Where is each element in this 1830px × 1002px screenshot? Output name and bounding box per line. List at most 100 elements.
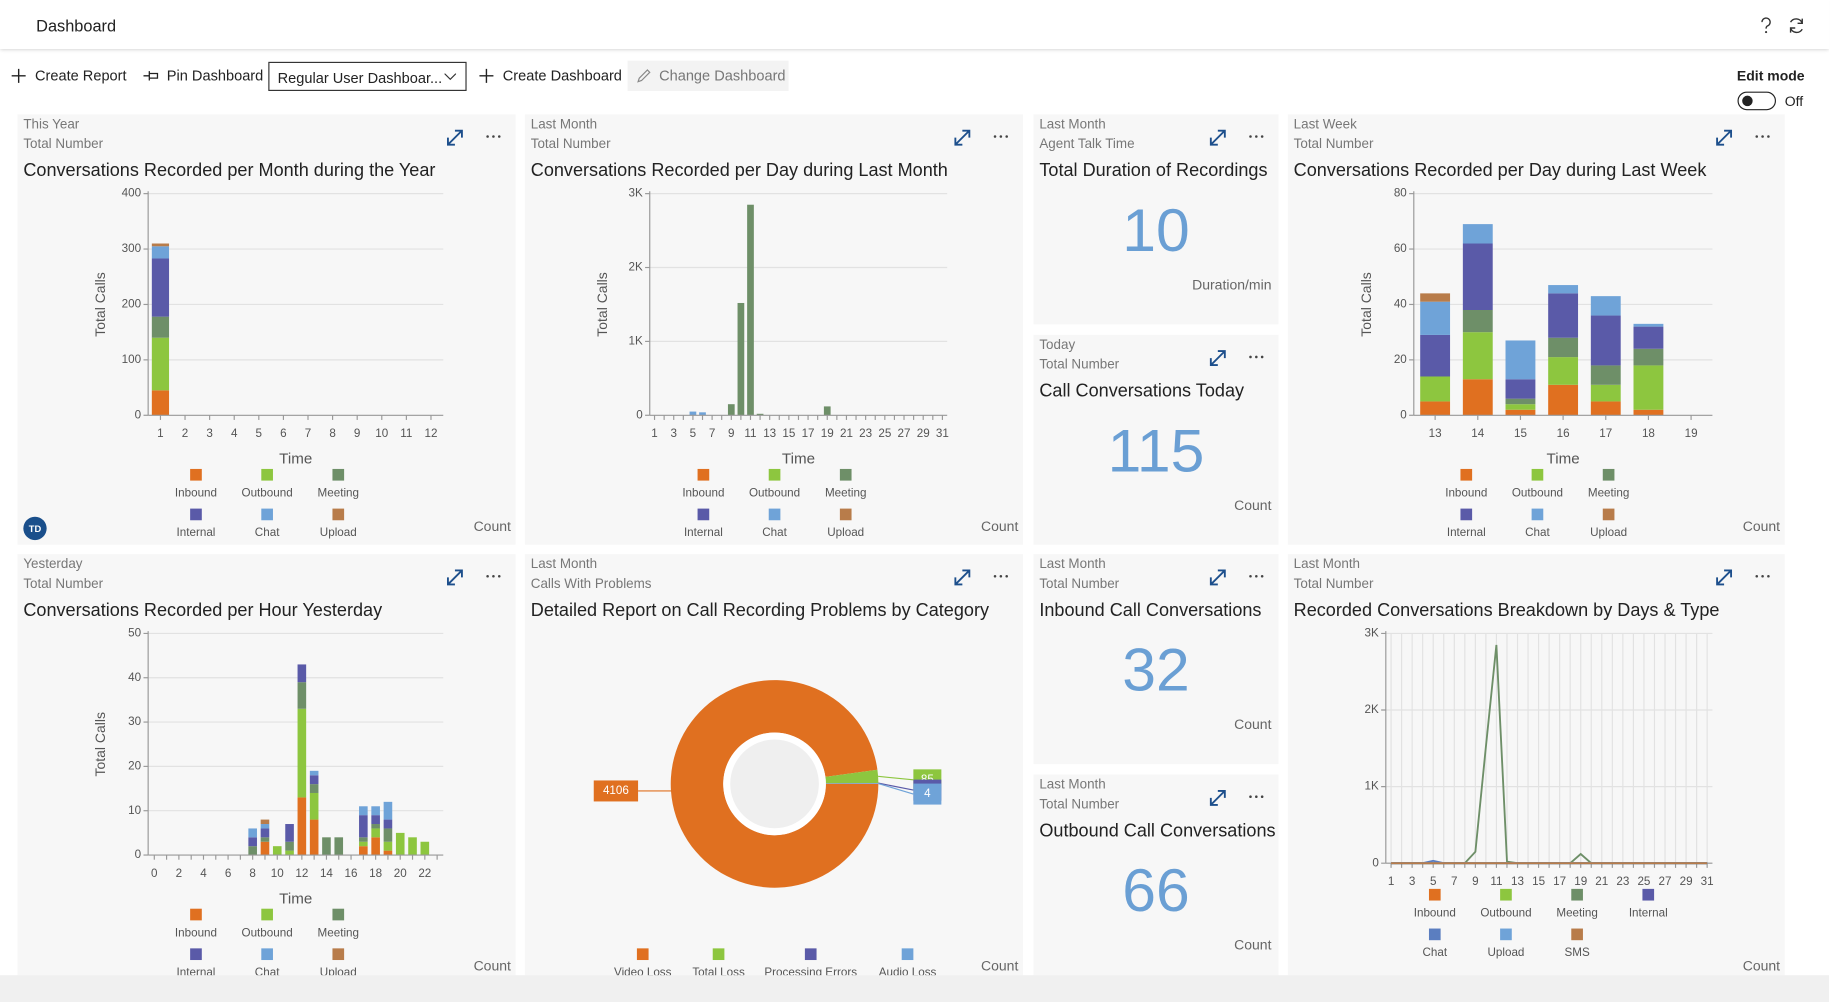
dashboard-select[interactable]: Regular User Dashboar... — [268, 61, 467, 91]
change-dashboard-button[interactable]: Change Dashboard — [659, 67, 786, 84]
legend-swatch — [1602, 468, 1615, 481]
more-icon-dot — [1767, 574, 1770, 578]
expand-icon[interactable] — [1209, 129, 1226, 146]
x-tick-label: 12 — [424, 427, 437, 440]
bar-segment — [359, 846, 368, 856]
bar-segment — [260, 841, 270, 856]
bar-segment — [371, 806, 380, 816]
more-icon-dot — [1249, 574, 1252, 578]
legend-label: Internal — [177, 526, 216, 539]
bar-segment — [747, 204, 754, 416]
tile-footer: Count — [1742, 517, 1781, 535]
more-icon-dot — [486, 574, 489, 578]
y-tick-label: 40 — [1394, 298, 1407, 311]
x-tick-label: 0 — [151, 867, 158, 880]
y-tick-label: 30 — [128, 715, 141, 728]
kpi-value: 32 — [1122, 636, 1190, 705]
x-tick-label: 17 — [802, 427, 815, 440]
x-axis-label: Time — [279, 890, 312, 907]
y-axis-label: Total Calls — [1358, 272, 1374, 337]
x-tick-label: 13 — [1429, 427, 1442, 440]
expand-icon[interactable] — [1209, 350, 1226, 367]
expand-icon[interactable] — [447, 129, 463, 146]
tile-period: Last Week — [1293, 117, 1357, 132]
expand-icon[interactable] — [1716, 569, 1733, 586]
tile-period: Last Month — [530, 117, 598, 132]
tile-period: Last Month — [1039, 117, 1106, 132]
legend-label: Outbound — [1512, 487, 1563, 500]
x-tick-label: 10 — [271, 867, 284, 880]
bar-segment — [151, 390, 170, 416]
tile-period: Last Month — [1039, 557, 1106, 572]
x-tick-label: 27 — [898, 427, 911, 440]
x-tick-label: 15 — [1532, 875, 1545, 888]
y-tick-label: 3K — [628, 187, 642, 200]
more-icon-dot — [993, 135, 997, 138]
bar-segment — [1505, 404, 1536, 410]
x-tick-label: 23 — [1616, 875, 1629, 888]
donut-hole — [730, 739, 819, 829]
legend-swatch — [190, 468, 202, 481]
bar-segment — [248, 837, 257, 847]
donut-slice — [825, 783, 879, 784]
y-tick-label: 20 — [128, 759, 141, 772]
bar-segment — [285, 824, 294, 842]
expand-icon[interactable] — [954, 569, 971, 586]
x-tick-label: 27 — [1659, 875, 1672, 888]
x-tick-label: 11 — [400, 427, 412, 440]
x-tick-label: 9 — [1472, 875, 1478, 888]
tile-footer: Count — [473, 517, 511, 535]
x-tick-label: 19 — [1574, 875, 1587, 888]
tile: 0 1K 2K 3K 1 3 5 7 9 11 13 15 17 19 21 23 25 27 29 31 Inboun… — [524, 114, 1024, 545]
y-axis-label: Total Calls — [92, 712, 108, 777]
header: Dashboard — [0, 0, 1830, 49]
tile-canvas — [1209, 569, 1264, 586]
expand-icon[interactable] — [1209, 789, 1226, 806]
legend-swatch — [697, 508, 710, 521]
x-tick-label: 12 — [295, 867, 308, 880]
expand-icon[interactable] — [1209, 569, 1226, 586]
legend-label: Meeting — [1588, 487, 1629, 500]
legend-label: SMS — [1564, 946, 1589, 959]
more-icon-dot — [1255, 574, 1258, 578]
legend-swatch — [332, 508, 345, 521]
y-tick-label: 50 — [128, 626, 141, 639]
bar-segment — [285, 850, 294, 856]
bar-segment — [383, 819, 393, 829]
legend-label: Meeting — [318, 926, 359, 939]
bar-segment — [248, 828, 257, 838]
bar-segment — [1462, 332, 1493, 380]
pin-dashboard-button[interactable]: Pin Dashboard — [166, 67, 264, 84]
expand-icon[interactable] — [447, 569, 463, 586]
y-tick-label: 0 — [1400, 408, 1407, 421]
bar-segment — [699, 412, 706, 416]
create-report-button[interactable]: Create Report — [34, 67, 127, 84]
tile: 0 1K 2K 3K 1 3 5 7 9 11 13 15 17 19 21 23 25 27 29 31 Inboun… — [1287, 554, 1785, 985]
edit-mode-toggle[interactable] — [1737, 91, 1779, 112]
more-icon-dot — [1249, 355, 1252, 359]
bar-segment — [1633, 323, 1664, 327]
x-tick-label: 5 — [690, 427, 696, 440]
bar-segment — [727, 404, 735, 416]
legend-swatch — [1428, 928, 1441, 941]
tile: Last Month Total Number Inbound Call Conve… — [1033, 554, 1279, 765]
legend-swatch — [768, 508, 781, 521]
x-axis-label: Time — [782, 451, 815, 468]
create-dashboard-button[interactable]: Create Dashboard — [502, 67, 622, 84]
legend-swatch — [768, 468, 781, 481]
expand-icon[interactable] — [1716, 129, 1733, 146]
bar-segment — [823, 406, 831, 416]
y-tick-label: 1K — [628, 334, 642, 347]
refresh-icon[interactable] — [1787, 16, 1806, 35]
x-tick-label: 11 — [744, 427, 756, 440]
donut-slice — [825, 782, 879, 784]
expand-icon[interactable] — [954, 129, 971, 146]
bar-segment — [248, 846, 257, 856]
tile-metric: Total Number — [1039, 577, 1120, 592]
x-tick-label: 13 — [763, 427, 776, 440]
more-icon-dot — [999, 574, 1003, 578]
more-icon-dot — [993, 574, 997, 578]
help-icon[interactable] — [1757, 16, 1776, 35]
legend-label: Upload — [1590, 526, 1627, 539]
x-tick-label: 1 — [651, 427, 657, 440]
